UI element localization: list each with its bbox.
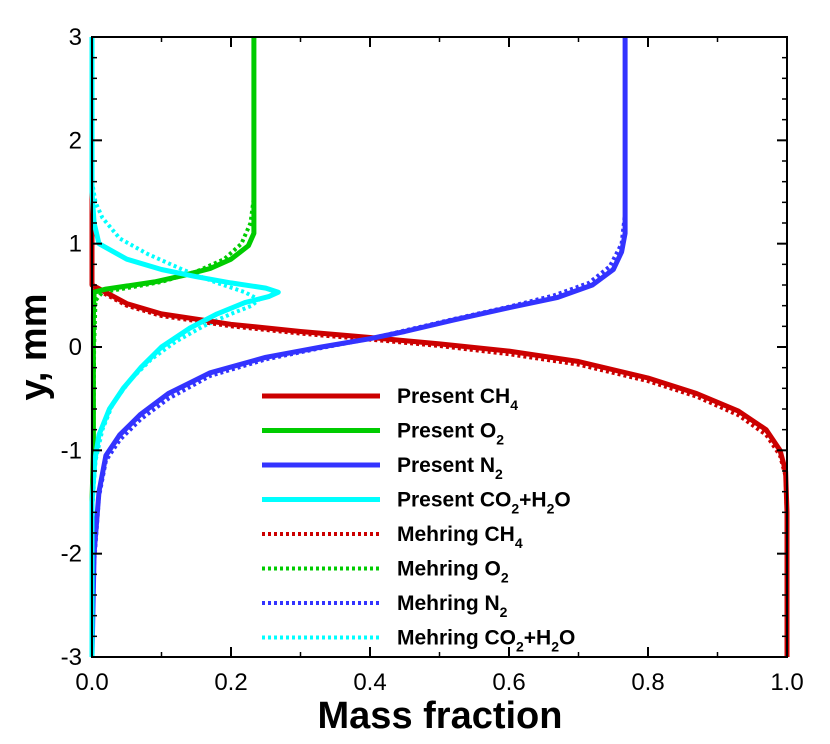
y-tick-label: -2 (61, 541, 82, 568)
x-axis-title: Mass fraction (318, 695, 563, 737)
legend-label-1: Present O2 (397, 420, 504, 448)
x-tick-label: 0.0 (75, 669, 108, 696)
legend-label-4: Mehring CH4 (397, 523, 523, 551)
x-tick-label: 1.0 (770, 669, 803, 696)
legend-label-7: Mehring CO2+H2O (397, 627, 575, 655)
series-line-1 (89, 37, 257, 657)
legend-label-3: Present CO2+H2O (397, 489, 571, 517)
x-tick-label: 0.4 (353, 669, 386, 696)
series-layer (89, 37, 790, 658)
y-axis-title: y, mm (13, 293, 55, 400)
series-line-3 (89, 37, 281, 657)
series-line-7 (90, 37, 261, 657)
x-tick-label: 0.2 (214, 669, 247, 696)
legend-label-5: Mehring O2 (397, 558, 509, 586)
y-tick-label: 0 (69, 334, 82, 361)
y-tick-label: -3 (61, 644, 82, 671)
y-tick-label: -1 (61, 437, 82, 464)
series-line-0 (89, 37, 790, 657)
y-tick-label: 3 (69, 24, 82, 51)
legend: Present CH4 Present O2 Present N2 Present C… (262, 385, 575, 655)
y-tick-label: 1 (69, 231, 82, 258)
series-line-6 (90, 37, 628, 658)
series-line-2 (89, 37, 628, 658)
x-tick-label: 0.6 (492, 669, 525, 696)
series-line-5 (90, 37, 256, 657)
x-tick-label: 0.8 (631, 669, 664, 696)
legend-label-6: Mehring N2 (397, 592, 508, 620)
legend-label-0: Present CH4 (397, 385, 518, 413)
legend-label-2: Present N2 (397, 454, 503, 482)
y-tick-label: 2 (69, 127, 82, 154)
tick-layer: 0.0 0.2 0.4 0.6 0.8 1.0 -3 -2 -1 0 1 2 3 (61, 24, 804, 696)
